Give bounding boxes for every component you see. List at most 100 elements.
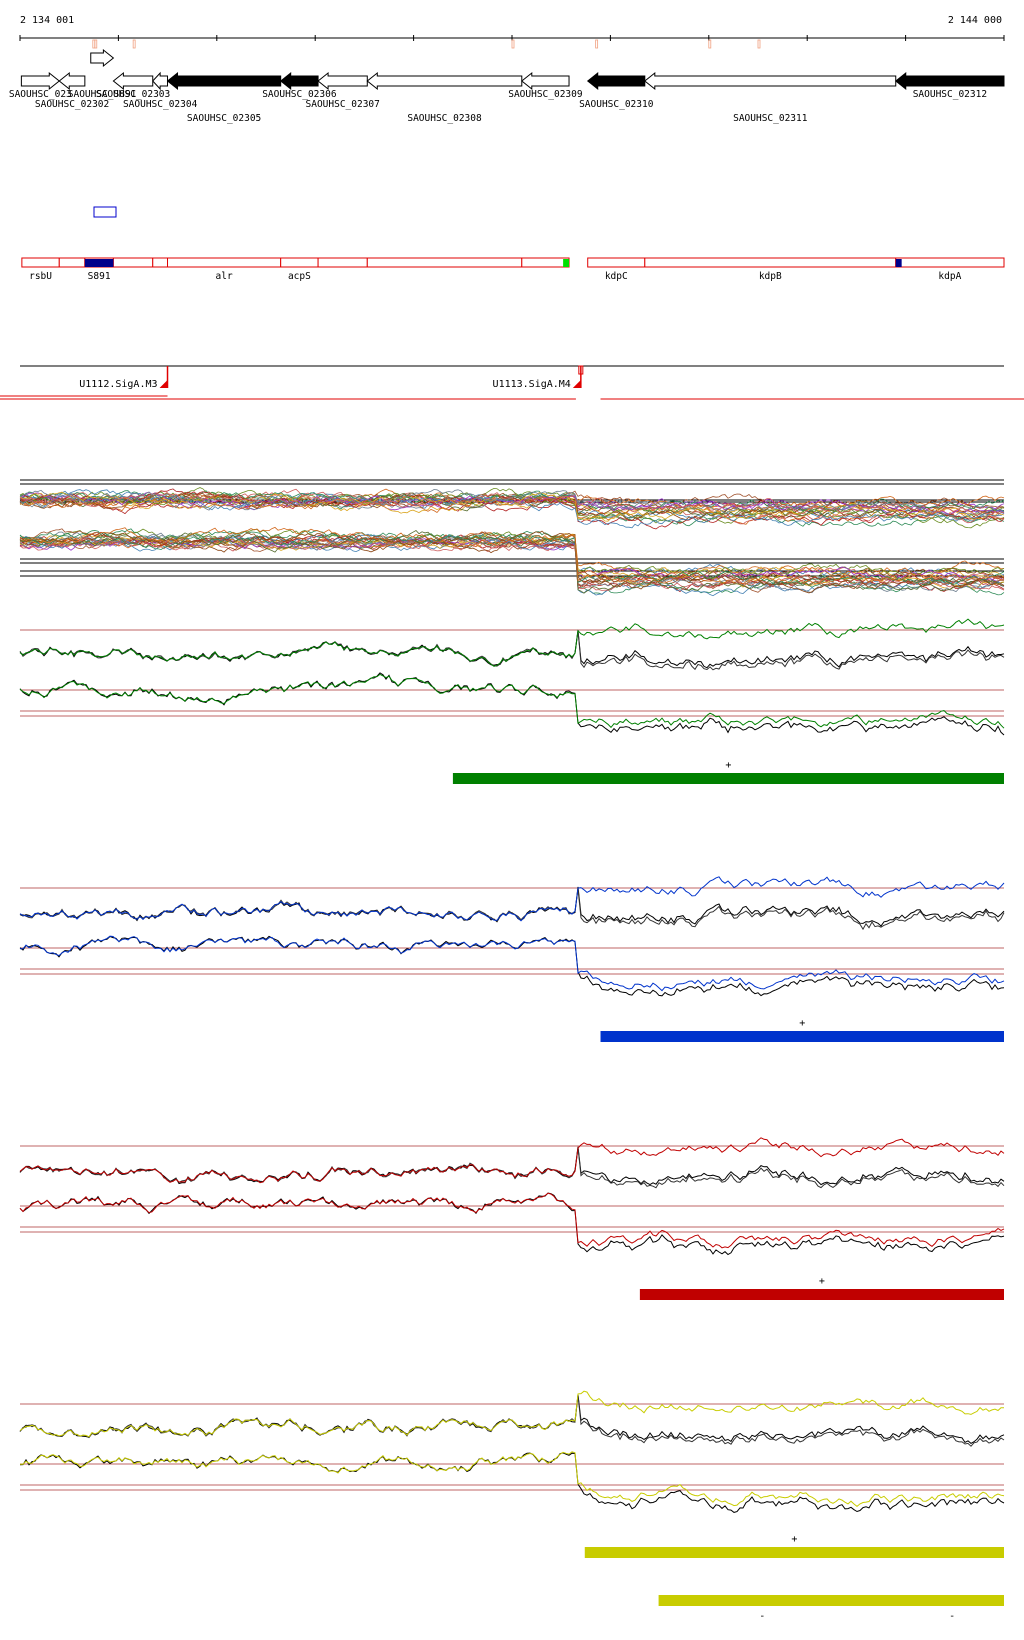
sample-trace (20, 492, 1005, 517)
panel-trace (19, 1451, 1005, 1508)
panel-trace (19, 876, 1005, 922)
gene-arrow (90, 48, 115, 68)
panel-trace (19, 629, 1005, 671)
ruler-marker (511, 39, 515, 49)
gene-arrow (644, 71, 897, 91)
gene-label: SAOUHSC_02309 (508, 89, 583, 100)
promoter-label: U1112.SigA.M3 (79, 379, 157, 390)
gene-label: SAOUHSC_02305 (187, 113, 261, 124)
feature-box (366, 257, 523, 268)
end-coordinate: 2 144 000 (948, 15, 1002, 26)
sample-trace (19, 536, 1005, 591)
gene-arrow (317, 71, 368, 91)
feature-box (112, 257, 154, 268)
gene-label: SAOUHSC_02303 (96, 89, 170, 100)
expression-segment-bar (452, 773, 1004, 784)
feature-mark (563, 259, 570, 267)
feature-label: alr (216, 271, 233, 282)
sample-trace (19, 489, 1005, 518)
gene-arrow (166, 71, 282, 91)
strand-sign: + (791, 1534, 797, 1545)
condition-panel-blue: + (19, 876, 1005, 1042)
feature-label: acpS (288, 271, 311, 282)
gene-label: SAOUHSC_S891 (68, 89, 137, 100)
gene-arrow (152, 71, 169, 91)
feature-box (152, 257, 169, 268)
feature-box (644, 257, 897, 268)
gene-arrow (520, 71, 570, 91)
gene-label: SAOUHSC_02312 (913, 89, 987, 100)
ruler-marker (94, 39, 98, 49)
panel-trace (19, 1394, 1005, 1445)
panel-trace (19, 1452, 1005, 1513)
sample-trace (19, 526, 1005, 585)
strand-sign: + (799, 1018, 805, 1029)
feature-box (587, 257, 646, 268)
strand-sign: - (949, 1611, 955, 1622)
feature-label: S891 (88, 271, 111, 282)
expression-segment-bar (584, 1547, 1004, 1558)
region-marker (93, 206, 117, 218)
promoter-track: U1112.SigA.M3 U1113.SigA.M4 (0, 365, 1024, 400)
feature-mark (84, 259, 114, 267)
ruler-ticks (19, 35, 1005, 49)
sample-trace (19, 528, 1005, 579)
expression-segment-bar (658, 1595, 1004, 1606)
sample-trace (19, 491, 1005, 522)
feature-track: rsbU S891 alr acpS kdpC kdpB kdpA (21, 257, 1005, 282)
sample-trace (19, 534, 1005, 594)
panel-trace (19, 935, 1005, 997)
sample-trace (19, 538, 1005, 583)
expression-segment-bar (600, 1031, 1004, 1042)
gene-label: SAOUHSC_02302 (35, 99, 109, 110)
gene-arrow (586, 71, 646, 91)
strand-sign: - (759, 1611, 765, 1622)
gene-label: SAOUHSC_02308 (407, 113, 482, 124)
sample-trace (19, 494, 1005, 519)
ruler-marker (595, 39, 599, 49)
gene-arrow (112, 71, 154, 91)
gene-label: SAOUHSC_02307 (306, 99, 380, 110)
gene-arrow (894, 71, 1005, 91)
gene-arrow (366, 71, 523, 91)
promoter-marker (578, 365, 584, 375)
panel-trace (19, 1137, 1005, 1184)
panel-trace (19, 1390, 1004, 1438)
panel-trace (19, 889, 1005, 931)
gene-track: SAOUHSC_023SAOUHSC_02302SAOUHSC_S891SAOU… (9, 48, 1005, 124)
gene-arrow (20, 71, 61, 91)
feature-label: kdpA (938, 271, 961, 282)
coordinate-ruler: 2 134 001 2 144 000 (19, 15, 1005, 49)
gene-label: SAOUHSC_02311 (733, 113, 808, 124)
condition-panel-green: + (19, 618, 1005, 784)
condition-panels: + + + + - - (19, 618, 1005, 1622)
gene-label: SAOUHSC_02304 (123, 99, 198, 110)
multi-sample-expression-track (19, 479, 1005, 597)
strand-sign: + (725, 760, 731, 771)
feature-label: rsbU (29, 271, 52, 282)
promoter-label: U1113.SigA.M4 (493, 379, 571, 390)
condition-panel-red: + (19, 1137, 1005, 1300)
gene-arrow (279, 71, 319, 91)
feature-label: kdpC (605, 271, 628, 282)
gene-label: SAOUHSC_02310 (579, 99, 654, 110)
feature-mark (895, 259, 902, 267)
sample-trace (19, 529, 1005, 594)
feature-box (21, 257, 60, 268)
sample-trace (19, 493, 1005, 529)
feature-box (895, 257, 1005, 268)
panel-trace (19, 1147, 1005, 1189)
start-coordinate: 2 134 001 (20, 15, 74, 26)
panel-trace (19, 672, 1005, 736)
feature-box (317, 257, 368, 268)
panel-trace (19, 630, 1005, 669)
panel-trace (19, 618, 1005, 667)
feature-box (521, 257, 570, 268)
sample-trace (19, 495, 1005, 514)
ruler-marker (132, 39, 136, 49)
feature-box (58, 257, 86, 268)
panel-trace (19, 1192, 1005, 1249)
panel-trace (19, 673, 1005, 729)
promoter-flag (159, 380, 168, 388)
